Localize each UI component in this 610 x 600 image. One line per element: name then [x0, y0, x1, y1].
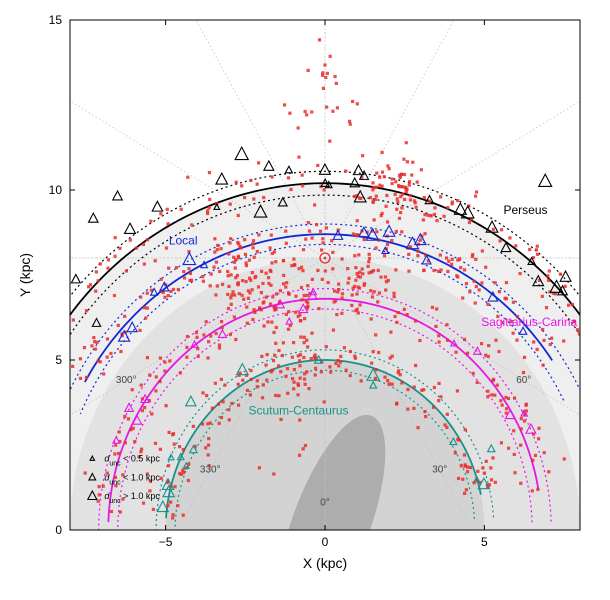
svg-text:Scutum-Centaurus: Scutum-Centaurus: [249, 403, 349, 417]
svg-text:15: 15: [49, 13, 63, 27]
svg-text:Local: Local: [169, 233, 198, 247]
svg-text:5: 5: [55, 353, 62, 367]
svg-text:300°: 300°: [116, 375, 137, 386]
svg-text:0°: 0°: [320, 497, 330, 508]
svg-text:5: 5: [481, 535, 488, 549]
svg-text:330°: 330°: [200, 465, 221, 476]
svg-text:Perseus: Perseus: [504, 203, 548, 217]
svg-text:30°: 30°: [432, 465, 447, 476]
svg-text:60°: 60°: [516, 375, 531, 386]
svg-text:Y (kpc): Y (kpc): [17, 253, 33, 297]
svg-text:10: 10: [49, 183, 63, 197]
svg-text:0: 0: [55, 523, 62, 537]
svg-text:0: 0: [322, 535, 329, 549]
svg-text:X (kpc): X (kpc): [303, 555, 347, 571]
svg-text:−5: −5: [159, 535, 173, 549]
svg-text:Sagittarius-Carina: Sagittarius-Carina: [481, 315, 577, 329]
